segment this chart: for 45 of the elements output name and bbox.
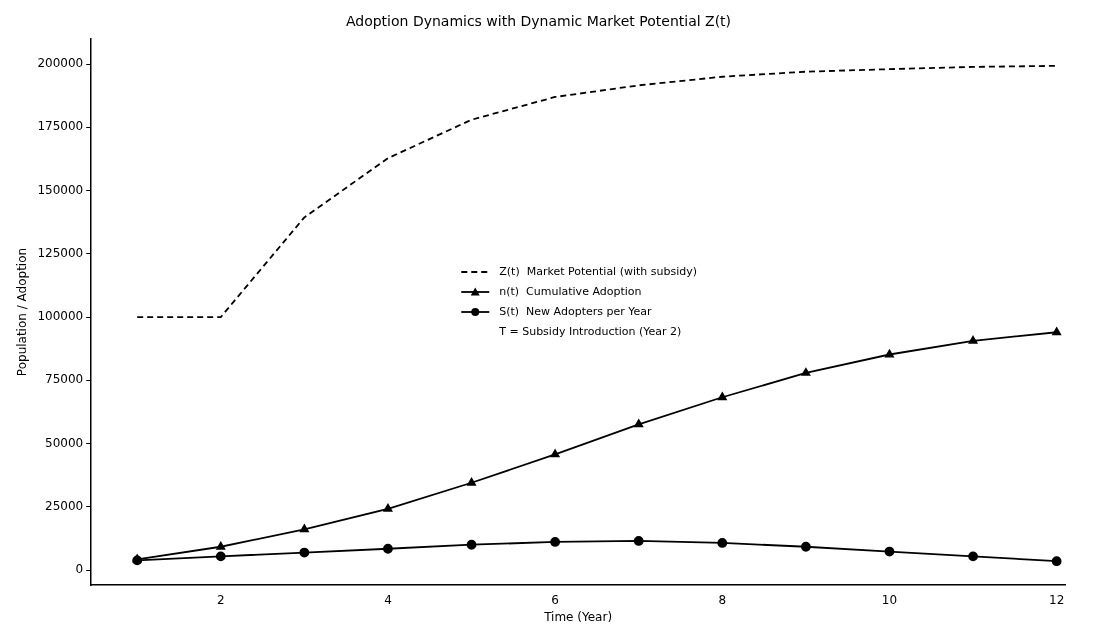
point (467, 477, 476, 486)
point (299, 524, 309, 533)
x-tick-label: 6 (551, 592, 559, 607)
point (885, 349, 894, 358)
point (801, 368, 811, 376)
x-tick-label: 12 (1049, 592, 1065, 607)
y-tick-label: 50000 (45, 435, 84, 450)
x-tick-label: 10 (881, 592, 898, 607)
line-series (136, 64, 1058, 318)
point (968, 335, 978, 344)
point (1052, 327, 1062, 336)
x-axis-title: Time (Year) (543, 609, 613, 624)
point (968, 551, 978, 562)
point (383, 543, 393, 554)
x-tick-label: 2 (216, 592, 225, 607)
point (1051, 556, 1062, 567)
y-tick-label: 150000 (37, 182, 84, 197)
point (550, 449, 560, 458)
x-tick-label: 8 (718, 592, 727, 607)
point (299, 547, 310, 558)
point (884, 546, 895, 557)
point (634, 419, 644, 428)
y-tick-label: 100000 (37, 309, 84, 324)
point (383, 503, 393, 512)
point (215, 551, 226, 562)
x-tick-label: 4 (384, 592, 392, 607)
point (717, 392, 727, 401)
point (216, 541, 226, 550)
point (633, 536, 644, 546)
legend-label: Z(t) Market Potential (with subsidy) (499, 264, 698, 278)
y-tick-label: 0 (75, 562, 84, 577)
y-tick-label: 75000 (45, 372, 84, 387)
y-axis-title: Population / Adoption (15, 247, 30, 377)
legend-label: S(t) New Adopters per Year (499, 304, 652, 318)
y-tick-label: 125000 (37, 245, 84, 260)
chart-title: Adoption Dynamics with Dynamic Market Potential Z(t) (345, 13, 732, 30)
point (550, 537, 561, 547)
y-tick-label: 175000 (37, 119, 84, 134)
legend-label: n(t) Cumulative Adoption (499, 284, 642, 298)
point (466, 539, 477, 550)
y-tick-label: 200000 (37, 56, 84, 71)
point (800, 541, 811, 552)
annotation: T = Subsidy Introduction (Year 2) (498, 324, 682, 338)
point (717, 538, 728, 548)
y-tick-label: 25000 (45, 498, 84, 513)
